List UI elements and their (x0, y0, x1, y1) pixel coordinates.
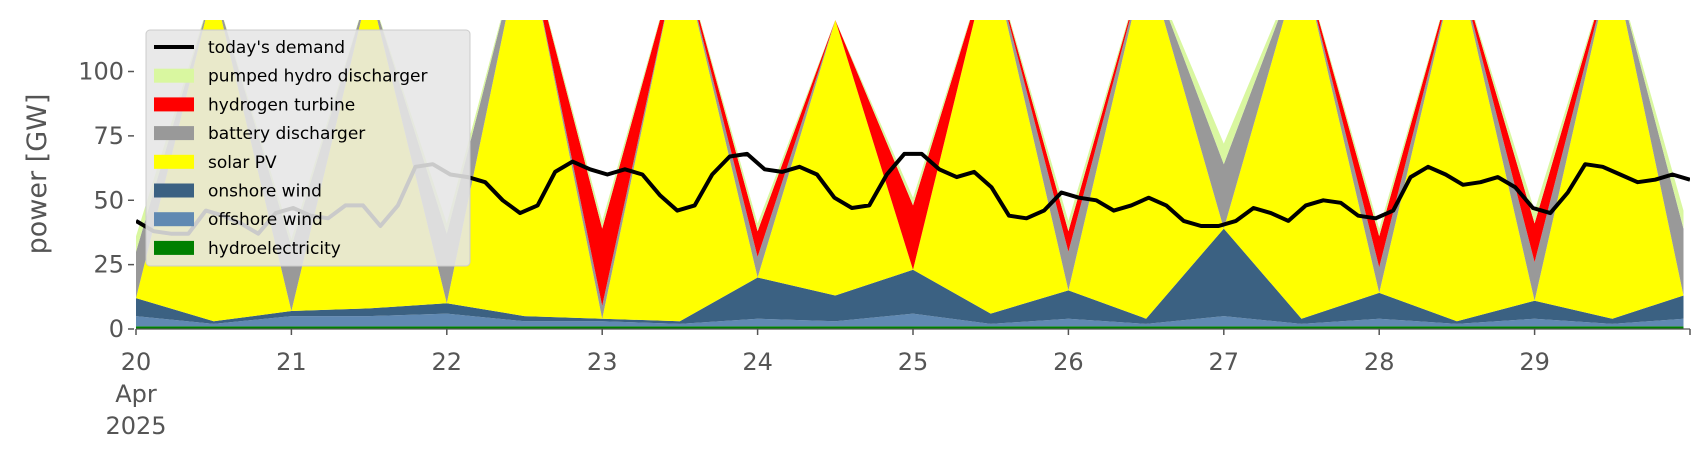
legend-box (145, 29, 471, 267)
x-tick-label: 26 (1053, 348, 1084, 376)
stacked-areas (136, 20, 1684, 329)
x-tick-label: 27 (1209, 348, 1240, 376)
legend-swatch-offshore-wind (154, 212, 194, 227)
area-hydrogen-turbine (136, 20, 1684, 306)
x-tick-label: 20 (121, 348, 152, 376)
legend-label-hydroelectricity: hydroelectricity (208, 239, 341, 259)
legend-swatch-hydrogen-turbine (154, 97, 194, 112)
legend-swatch-battery-discharger (154, 126, 194, 141)
x-tick-label: 28 (1364, 348, 1395, 376)
area-hydroelectricity (136, 326, 1684, 329)
x-tick-label: 24 (742, 348, 773, 376)
legend-swatch-onshore-wind (154, 183, 194, 198)
legend-label-pumped-hydro-discharger: pumped hydro discharger (208, 67, 427, 87)
area-onshore-wind (136, 228, 1684, 324)
x-tick-label: 2025 (105, 412, 166, 440)
y-tick-label: 0 (109, 315, 124, 343)
area-solar-pv (136, 20, 1684, 322)
x-tick-label: 23 (587, 348, 618, 376)
legend-label-onshore-wind: onshore wind (208, 182, 322, 202)
y-tick-label: 50 (93, 186, 124, 214)
legend-label-today-s-demand: today's demand (208, 38, 345, 58)
y-axis-label: power [GW] (22, 94, 53, 255)
x-tick-label: 21 (276, 348, 307, 376)
x-tick-label: Apr (115, 380, 157, 408)
legend-swatch-hydroelectricity (154, 240, 194, 255)
legend-label-battery-discharger: battery discharger (208, 124, 365, 144)
area-offshore-wind (136, 313, 1684, 327)
legend-label-hydrogen-turbine: hydrogen turbine (208, 95, 355, 115)
x-tick-label: 29 (1519, 348, 1550, 376)
area-battery-discharger (136, 20, 1684, 319)
y-tick-label: 25 (93, 251, 124, 279)
x-tick-label: 22 (432, 348, 463, 376)
legend: today's demand pumped hydro discharger hyd… (145, 29, 471, 267)
y-tick-label: 100 (78, 58, 124, 86)
y-tick-label: 75 (93, 122, 124, 150)
legend-swatch-pumped-hydro-discharger (154, 68, 194, 83)
x-tick-label: 25 (898, 348, 929, 376)
axes: 0 25 50 75 100 20 Apr 2025 21 22 23 24 25 26 27 28 29 (78, 58, 1691, 440)
legend-swatch-solar-pv (154, 154, 194, 169)
legend-label-solar-pv: solar PV (208, 153, 277, 173)
legend-label-offshore-wind: offshore wind (208, 210, 323, 230)
